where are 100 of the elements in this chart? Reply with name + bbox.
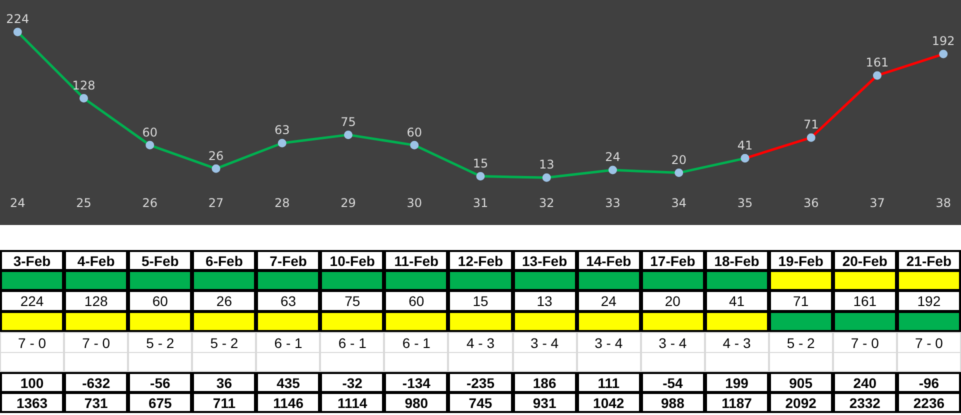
data-label: 41 (704, 290, 769, 312)
data-label: 161 (866, 56, 889, 70)
text: 100 (0, 372, 64, 393)
x-tick-label: 24 (10, 196, 26, 210)
text: 224 (6, 12, 30, 26)
text: 15 (472, 156, 488, 170)
data-label: 128 (64, 290, 128, 312)
text: 6 - 1 (320, 332, 384, 353)
text: 161 (832, 290, 897, 312)
text: 12-Feb (448, 250, 513, 271)
text: -96 (896, 372, 961, 393)
text: 6-Feb (192, 250, 256, 271)
text: 7 - 0 (64, 332, 128, 353)
text: 71 (768, 290, 833, 312)
text: 6 - 1 (384, 332, 448, 353)
text: 63 (274, 123, 290, 138)
data-label: 15 (448, 290, 513, 312)
text: 7 - 0 (832, 332, 897, 353)
data-label: 13 (512, 290, 577, 312)
text: 20 (671, 152, 687, 167)
x-tick-label: 26 (142, 196, 158, 210)
x-tick-label: 34 (671, 196, 687, 210)
text: -54 (640, 372, 705, 393)
text: 931 (512, 392, 577, 413)
data-label: 192 (932, 34, 955, 48)
text: -134 (384, 372, 448, 393)
data-label: 60 (384, 290, 448, 312)
text: 199 (704, 372, 769, 393)
text: 5 - 2 (128, 332, 192, 353)
text: 36 (192, 372, 256, 393)
x-tick-label: 27 (208, 196, 224, 210)
text: 3 - 4 (576, 332, 641, 353)
text: 5 - 2 (192, 332, 256, 353)
text: 17-Feb (640, 250, 705, 271)
text: -32 (320, 372, 384, 393)
x-tick-label: 38 (936, 196, 952, 210)
text: -56 (128, 372, 192, 393)
text: 19-Feb (768, 250, 833, 271)
text: 14-Feb (576, 250, 641, 271)
text: 3-Feb (0, 250, 64, 271)
text: 675 (128, 392, 192, 413)
text: 731 (64, 392, 128, 413)
data-label: 71 (803, 118, 819, 132)
text: 11-Feb (384, 250, 448, 271)
text: 4 - 3 (704, 332, 769, 353)
data-label: 26 (192, 290, 256, 312)
text: 192 (896, 290, 961, 312)
text: 60 (142, 125, 158, 140)
text: 10-Feb (320, 250, 384, 271)
text: 128 (72, 78, 96, 92)
text: 1363 (0, 392, 64, 413)
text: 13 (538, 158, 554, 172)
text: 1114 (320, 392, 384, 413)
text: 1187 (704, 392, 769, 413)
text: 3 - 4 (640, 332, 705, 353)
text: 745 (448, 392, 513, 413)
text: 988 (640, 392, 705, 413)
data-label: 24 (576, 290, 641, 312)
x-tick-label: 28 (274, 196, 290, 210)
data-label: 41 (737, 138, 753, 152)
text: -632 (64, 372, 128, 393)
text: 1042 (576, 392, 641, 413)
text: 186 (512, 372, 577, 393)
data-label: 63 (256, 290, 320, 312)
text: 905 (768, 372, 833, 393)
text: -235 (448, 372, 513, 393)
text: 711 (192, 392, 256, 413)
x-tick-label: 36 (803, 196, 819, 210)
text: 21-Feb (896, 250, 961, 271)
data-label: 20 (640, 290, 705, 312)
text: 240 (832, 372, 897, 393)
data-label: 224 (0, 290, 64, 312)
x-tick-label: 30 (406, 196, 422, 210)
text: 7-Feb (256, 250, 320, 271)
x-tick-label: 35 (737, 196, 753, 210)
x-tick-label: 37 (870, 196, 885, 210)
text: 111 (576, 372, 641, 393)
text: 4-Feb (64, 250, 128, 271)
x-tick-label: 32 (538, 196, 554, 210)
text: 5 - 2 (768, 332, 833, 353)
text: 3 - 4 (512, 332, 577, 353)
text: 60 (406, 125, 422, 140)
text: 980 (384, 392, 448, 413)
x-tick-label: 25 (76, 196, 92, 210)
text: 1146 (256, 392, 320, 413)
text: 2236 (896, 392, 961, 413)
data-label: 75 (320, 290, 384, 312)
text: 13-Feb (512, 250, 577, 271)
x-tick-label: 33 (605, 196, 620, 210)
text: 4 - 3 (448, 332, 513, 353)
text: 26 (208, 148, 224, 163)
x-tick-label: 29 (340, 196, 356, 210)
text: 18-Feb (704, 250, 769, 271)
text: 24 (605, 150, 620, 164)
text: 7 - 0 (896, 332, 961, 353)
text: 7 - 0 (0, 332, 64, 353)
text: 2092 (768, 392, 833, 413)
x-tick-label: 31 (472, 196, 488, 210)
text: 2332 (832, 392, 897, 413)
text: 6 - 1 (256, 332, 320, 353)
